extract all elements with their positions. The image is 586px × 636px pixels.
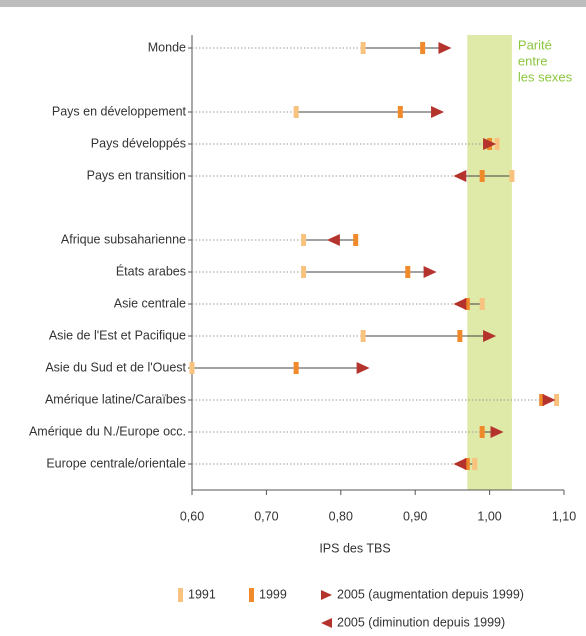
band-label: les sexes [518,69,573,84]
y-tick-label: Europe centrale/orientale [46,456,186,470]
band-label: Parité [518,37,552,52]
y-tick-label: Asie centrale [114,296,186,310]
arrow [423,266,437,278]
y-tick-label: Monde [148,40,186,54]
y-tick-label: Amérique du N./Europe occ. [29,424,186,438]
legend-arrow [321,590,332,600]
marker-0 [472,458,478,470]
marker-1 [353,234,359,246]
y-tick-label: Asie de l'Est et Pacifique [49,328,186,342]
band-label: entre [518,53,548,68]
y-tick-label: États arabes [116,263,186,278]
arrow [453,458,467,470]
marker-1 [479,426,485,438]
arrow [453,298,467,310]
arrow [326,234,340,246]
x-tick-label: 0,60 [180,509,204,523]
marker-1 [479,170,485,182]
marker-0 [494,138,500,150]
y-tick-label: Pays en transition [87,168,186,182]
legend-label: 2005 (augmentation depuis 1999) [337,587,524,601]
arrow [356,362,370,374]
marker-1 [397,106,403,118]
legend-label: 1999 [259,587,287,601]
x-tick-label: 0,90 [403,509,427,523]
x-tick-label: 1,10 [552,509,576,523]
arrow [483,138,497,150]
y-tick-label: Pays en développement [52,104,187,118]
x-tick-label: 0,70 [254,509,278,523]
legend-label: 1991 [188,587,216,601]
arrow [483,330,497,342]
x-tick-label: 1,00 [477,509,501,523]
top-bar [0,0,586,7]
y-tick-label: Pays développés [91,136,186,150]
arrow [490,426,504,438]
marker-0 [479,298,485,310]
marker-1 [293,362,299,374]
marker-0 [293,106,299,118]
marker-0 [554,394,560,406]
marker-1 [464,298,470,310]
marker-0 [360,42,366,54]
x-tick-label: 0,80 [329,509,353,523]
arrow [438,42,452,54]
y-tick-label: Afrique subsaharienne [61,232,186,246]
marker-0 [301,234,307,246]
arrow [542,394,556,406]
marker-0 [189,362,195,374]
legend-label: 2005 (diminution depuis 1999) [337,615,505,629]
marker-1 [539,394,545,406]
marker-1 [457,330,463,342]
marker-1 [420,42,426,54]
parity-band [467,35,512,490]
marker-1 [405,266,411,278]
marker-0 [301,266,307,278]
marker-0 [509,170,515,182]
arrow [453,170,467,182]
x-axis-title: IPS des TBS [319,541,390,555]
y-tick-label: Asie du Sud et de l'Ouest [45,360,186,374]
arrow [431,106,445,118]
marker-0 [360,330,366,342]
legend-swatch [249,588,254,602]
legend-swatch [178,588,183,602]
y-tick-label: Amérique latine/Caraïbes [45,392,186,406]
marker-1 [464,458,470,470]
legend-arrow [321,618,332,628]
